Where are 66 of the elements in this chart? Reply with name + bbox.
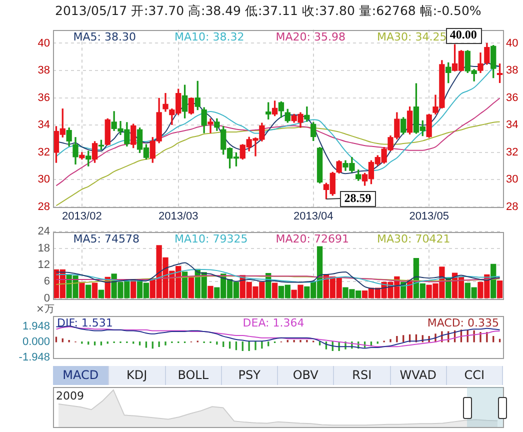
y-tick-label: 0 <box>44 292 50 304</box>
annotation: 40.00 <box>450 28 477 42</box>
y-tick-label: 12 <box>38 259 50 272</box>
y-tick-label: 24 <box>38 226 50 238</box>
bar <box>92 282 98 298</box>
y-tick-label: 40 <box>38 37 50 50</box>
text: MA20: 35.98 <box>276 30 346 44</box>
y2-tick-label: 38 <box>506 64 518 77</box>
x-tick-label: 2013/04 <box>293 210 334 223</box>
y2-tick-label: 36 <box>506 92 518 104</box>
text: CCI <box>446 366 503 385</box>
text: MACD <box>53 366 110 385</box>
x-tick-label: 2013/05 <box>409 210 449 223</box>
text: WVAD <box>390 366 447 385</box>
y-axis-title: ×万 <box>36 303 54 316</box>
y2-tick-label: 32 <box>506 146 518 158</box>
bar <box>98 290 104 298</box>
x-tick-label: 2013/03 <box>158 210 198 223</box>
candlestick <box>208 118 214 134</box>
series-label: DEA: 1.364 <box>242 316 304 330</box>
bar <box>86 284 92 298</box>
text: PSY <box>222 366 278 385</box>
line-series <box>56 121 500 206</box>
y-tick-label: 28 <box>38 201 50 214</box>
x-tick-label: 2013/02 <box>62 210 102 223</box>
annotation: 28.59 <box>344 191 372 206</box>
line-series <box>56 98 500 186</box>
text: RSI <box>334 366 390 385</box>
text: KDJ <box>109 366 166 385</box>
y-tick-label: 1.948 <box>22 320 50 332</box>
y2-tick-label: 30 <box>506 174 518 186</box>
series-label: DIF: 1.531 <box>57 316 113 330</box>
text: MA10: 38.32 <box>174 30 244 44</box>
text: MA30: 34.25 <box>377 30 447 44</box>
bar <box>208 286 214 298</box>
bar <box>188 277 194 298</box>
line-series <box>56 275 500 282</box>
bar <box>272 282 278 298</box>
y-tick-label: 36 <box>38 92 50 104</box>
y-tick-label: 34 <box>38 119 50 132</box>
line-series <box>56 262 500 290</box>
y-tick-label: 0.000 <box>22 336 50 348</box>
y-tick-label: 6 <box>44 276 50 288</box>
text: OBV <box>278 366 334 385</box>
series-label: MACD: 0.335 <box>427 316 499 330</box>
bar <box>496 280 503 298</box>
line-series <box>56 268 500 286</box>
y2-tick-label: 34 <box>506 119 518 132</box>
text: MA20: 72691 <box>276 232 349 246</box>
y-tick-label: 32 <box>38 146 50 158</box>
text: MA5: 38.30 <box>73 30 136 44</box>
candlestick <box>162 93 168 112</box>
text: MA5: 74578 <box>73 232 140 246</box>
annotation: 2009 <box>56 389 84 402</box>
text: MA30: 70421 <box>377 232 450 246</box>
y-tick-label: -1.948 <box>18 351 50 364</box>
y2-tick-label: 40 <box>506 37 518 50</box>
chart-title: 2013/05/17 开:37.70 高:38.49 低:37.11 收:37.80 量:62768 幅:-0.50% <box>55 3 482 20</box>
bar <box>182 272 188 298</box>
text: BOLL <box>166 366 222 385</box>
y-tick-label: 18 <box>38 242 50 254</box>
bar <box>79 282 85 298</box>
text: MA10: 79325 <box>174 232 248 246</box>
y-tick-label: 38 <box>38 64 50 77</box>
y-tick-label: 30 <box>38 174 50 186</box>
y2-tick-label: 28 <box>506 201 518 214</box>
